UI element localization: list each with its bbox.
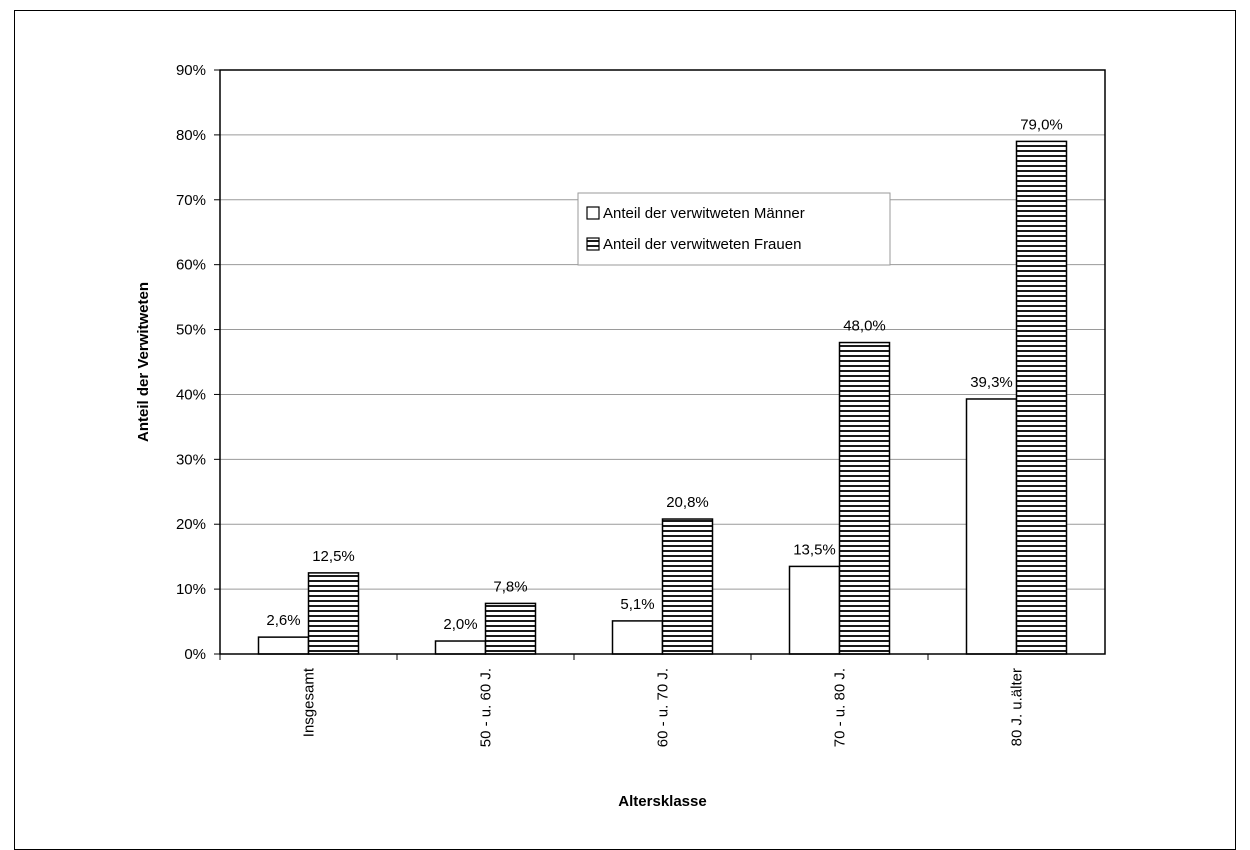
data-label: 13,5%: [793, 541, 836, 558]
gridlines: [220, 134, 1105, 590]
y-tick-label: 20%: [176, 516, 206, 533]
data-label: 39,3%: [970, 374, 1013, 391]
bar-frauen: [1015, 140, 1068, 655]
plot-area-border: [219, 69, 1106, 655]
x-tick-label: 70 - u. 80 J.: [832, 668, 849, 747]
legend-swatch: [586, 237, 600, 251]
y-tick-label: 60%: [176, 257, 206, 274]
legend-swatch: [586, 206, 600, 220]
x-axis-title: Altersklasse: [618, 793, 706, 810]
bar-maenner: [257, 636, 310, 655]
y-tick-label: 10%: [176, 581, 206, 598]
y-tick-label: 50%: [176, 322, 206, 339]
data-label: 20,8%: [666, 494, 709, 511]
legend-label: Anteil der verwitweten Männer: [603, 205, 805, 222]
data-label: 2,0%: [443, 616, 477, 633]
bar-frauen: [307, 572, 360, 655]
y-tick-label: 70%: [176, 192, 206, 209]
data-labels: 2,6% 12,5% 2,0% 7,8% 5,1% 20,8% 13,5% 48,0% 39,3…: [266, 116, 1062, 633]
legend: Anteil der verwitweten Männer Anteil der …: [577, 192, 891, 266]
y-tick-label: 80%: [176, 127, 206, 144]
x-tick-label: 50 - u. 60 J.: [478, 668, 495, 747]
y-axis-ticks: 0% 10% 20% 30% 40% 50% 60% 70% 80% 90%: [176, 62, 220, 663]
x-tick-label: 60 - u. 70 J.: [655, 668, 672, 747]
y-tick-label: 90%: [176, 62, 206, 79]
data-label: 48,0%: [843, 318, 886, 335]
x-tick-label: Insgesamt: [301, 667, 318, 737]
bar-frauen: [484, 602, 537, 655]
legend-label: Anteil der verwitweten Frauen: [603, 236, 801, 253]
bar-maenner: [788, 565, 841, 655]
data-label: 79,0%: [1020, 116, 1063, 133]
bar-frauen: [838, 341, 891, 655]
data-label: 7,8%: [493, 578, 527, 595]
bar-maenner: [611, 620, 664, 655]
y-tick-label: 40%: [176, 386, 206, 403]
bar-frauen: [661, 518, 714, 655]
bar-maenner: [965, 398, 1018, 655]
data-label: 2,6%: [266, 612, 300, 629]
x-tick-label: 80 J. u.älter: [1009, 668, 1026, 746]
y-tick-label: 0%: [184, 646, 206, 663]
bar-maenner: [434, 640, 487, 655]
x-axis-ticks: Insgesamt 50 - u. 60 J. 60 - u. 70 J. 70 - …: [219, 654, 1026, 747]
legend-box: [577, 192, 891, 266]
bars: [257, 140, 1068, 655]
y-axis-title: Anteil der Verwitweten: [135, 282, 152, 442]
data-label: 5,1%: [620, 596, 654, 613]
y-tick-label: 30%: [176, 451, 206, 468]
data-label: 12,5%: [312, 548, 355, 565]
